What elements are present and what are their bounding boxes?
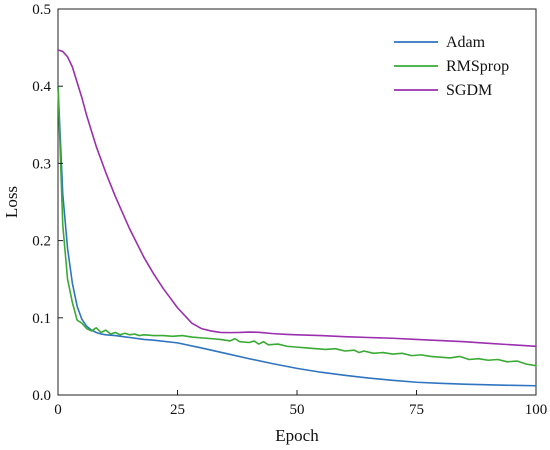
x-tick-label: 50 [290, 402, 305, 418]
series-line-rmsprop [57, 85, 537, 367]
y-axis-label: Loss [2, 186, 21, 218]
y-tick-label: 0.3 [32, 156, 51, 172]
x-tick-label: 100 [525, 402, 548, 418]
legend: Adam RMSprop SGDM [394, 34, 509, 99]
legend-label: Adam [446, 34, 486, 51]
y-tick-label: 0.1 [32, 311, 51, 327]
series-line-sgdm [57, 49, 537, 348]
legend-item-sgdm: SGDM [394, 82, 492, 99]
legend-label: SGDM [446, 82, 492, 99]
y-tick-label: 0.5 [32, 2, 51, 18]
y-tick-label: 0.4 [32, 79, 51, 95]
series-line-adam [57, 85, 537, 387]
x-tick-label: 0 [54, 402, 62, 418]
legend-label: RMSprop [446, 58, 509, 75]
x-ticks: 0 25 50 75 100 [54, 390, 547, 418]
legend-item-adam: Adam [394, 34, 486, 51]
x-axis-label: Epoch [275, 426, 319, 445]
y-ticks: 0.0 0.1 0.2 0.3 0.4 0.5 [32, 2, 63, 404]
legend-item-rmsprop: RMSprop [394, 58, 509, 75]
y-tick-label: 0.0 [32, 388, 51, 404]
x-tick-label: 25 [170, 402, 185, 418]
y-tick-label: 0.2 [32, 234, 51, 250]
series-layer [57, 49, 537, 387]
x-tick-label: 75 [409, 402, 424, 418]
